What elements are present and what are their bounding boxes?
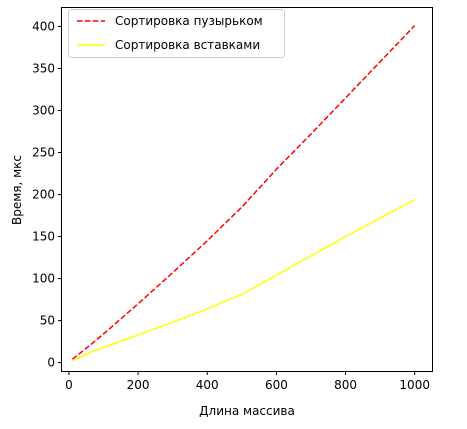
y-tick-label: 150	[32, 230, 55, 244]
x-tick-label: 0	[65, 378, 73, 392]
x-tick-label: 400	[196, 378, 219, 392]
y-tick-label: 200	[32, 188, 55, 202]
series-line-1	[72, 198, 416, 362]
x-tick-label: 600	[265, 378, 288, 392]
y-tick-label: 300	[32, 104, 55, 118]
legend-label-insertion-sort: Сортировка вставками	[115, 38, 260, 52]
x-tick-label: 1000	[399, 378, 430, 392]
x-tick-label: 200	[127, 378, 150, 392]
x-axis-ticks: 0 200 400 600 800 1000	[65, 371, 430, 392]
y-tick-label: 350	[32, 62, 55, 76]
plot-frame	[61, 7, 433, 372]
y-axis-ticks: 0 50 100 150 200 250 300 350 400	[32, 19, 62, 370]
y-tick-label: 0	[47, 356, 55, 370]
legend: Сортировка пузырьком Сортировка вставкам…	[68, 9, 285, 58]
y-axis-label: Время, мкс	[10, 155, 24, 225]
legend-box	[68, 9, 285, 58]
x-axis-label: Длина массива	[199, 404, 295, 418]
x-tick-label: 800	[334, 378, 357, 392]
y-tick-label: 400	[32, 19, 55, 33]
series-line-0	[71, 25, 416, 360]
series-layer	[71, 25, 416, 362]
y-tick-label: 250	[32, 146, 55, 160]
legend-label-bubble-sort: Сортировка пузырьком	[115, 14, 263, 28]
y-tick-label: 100	[32, 272, 55, 286]
y-tick-label: 50	[40, 314, 55, 328]
